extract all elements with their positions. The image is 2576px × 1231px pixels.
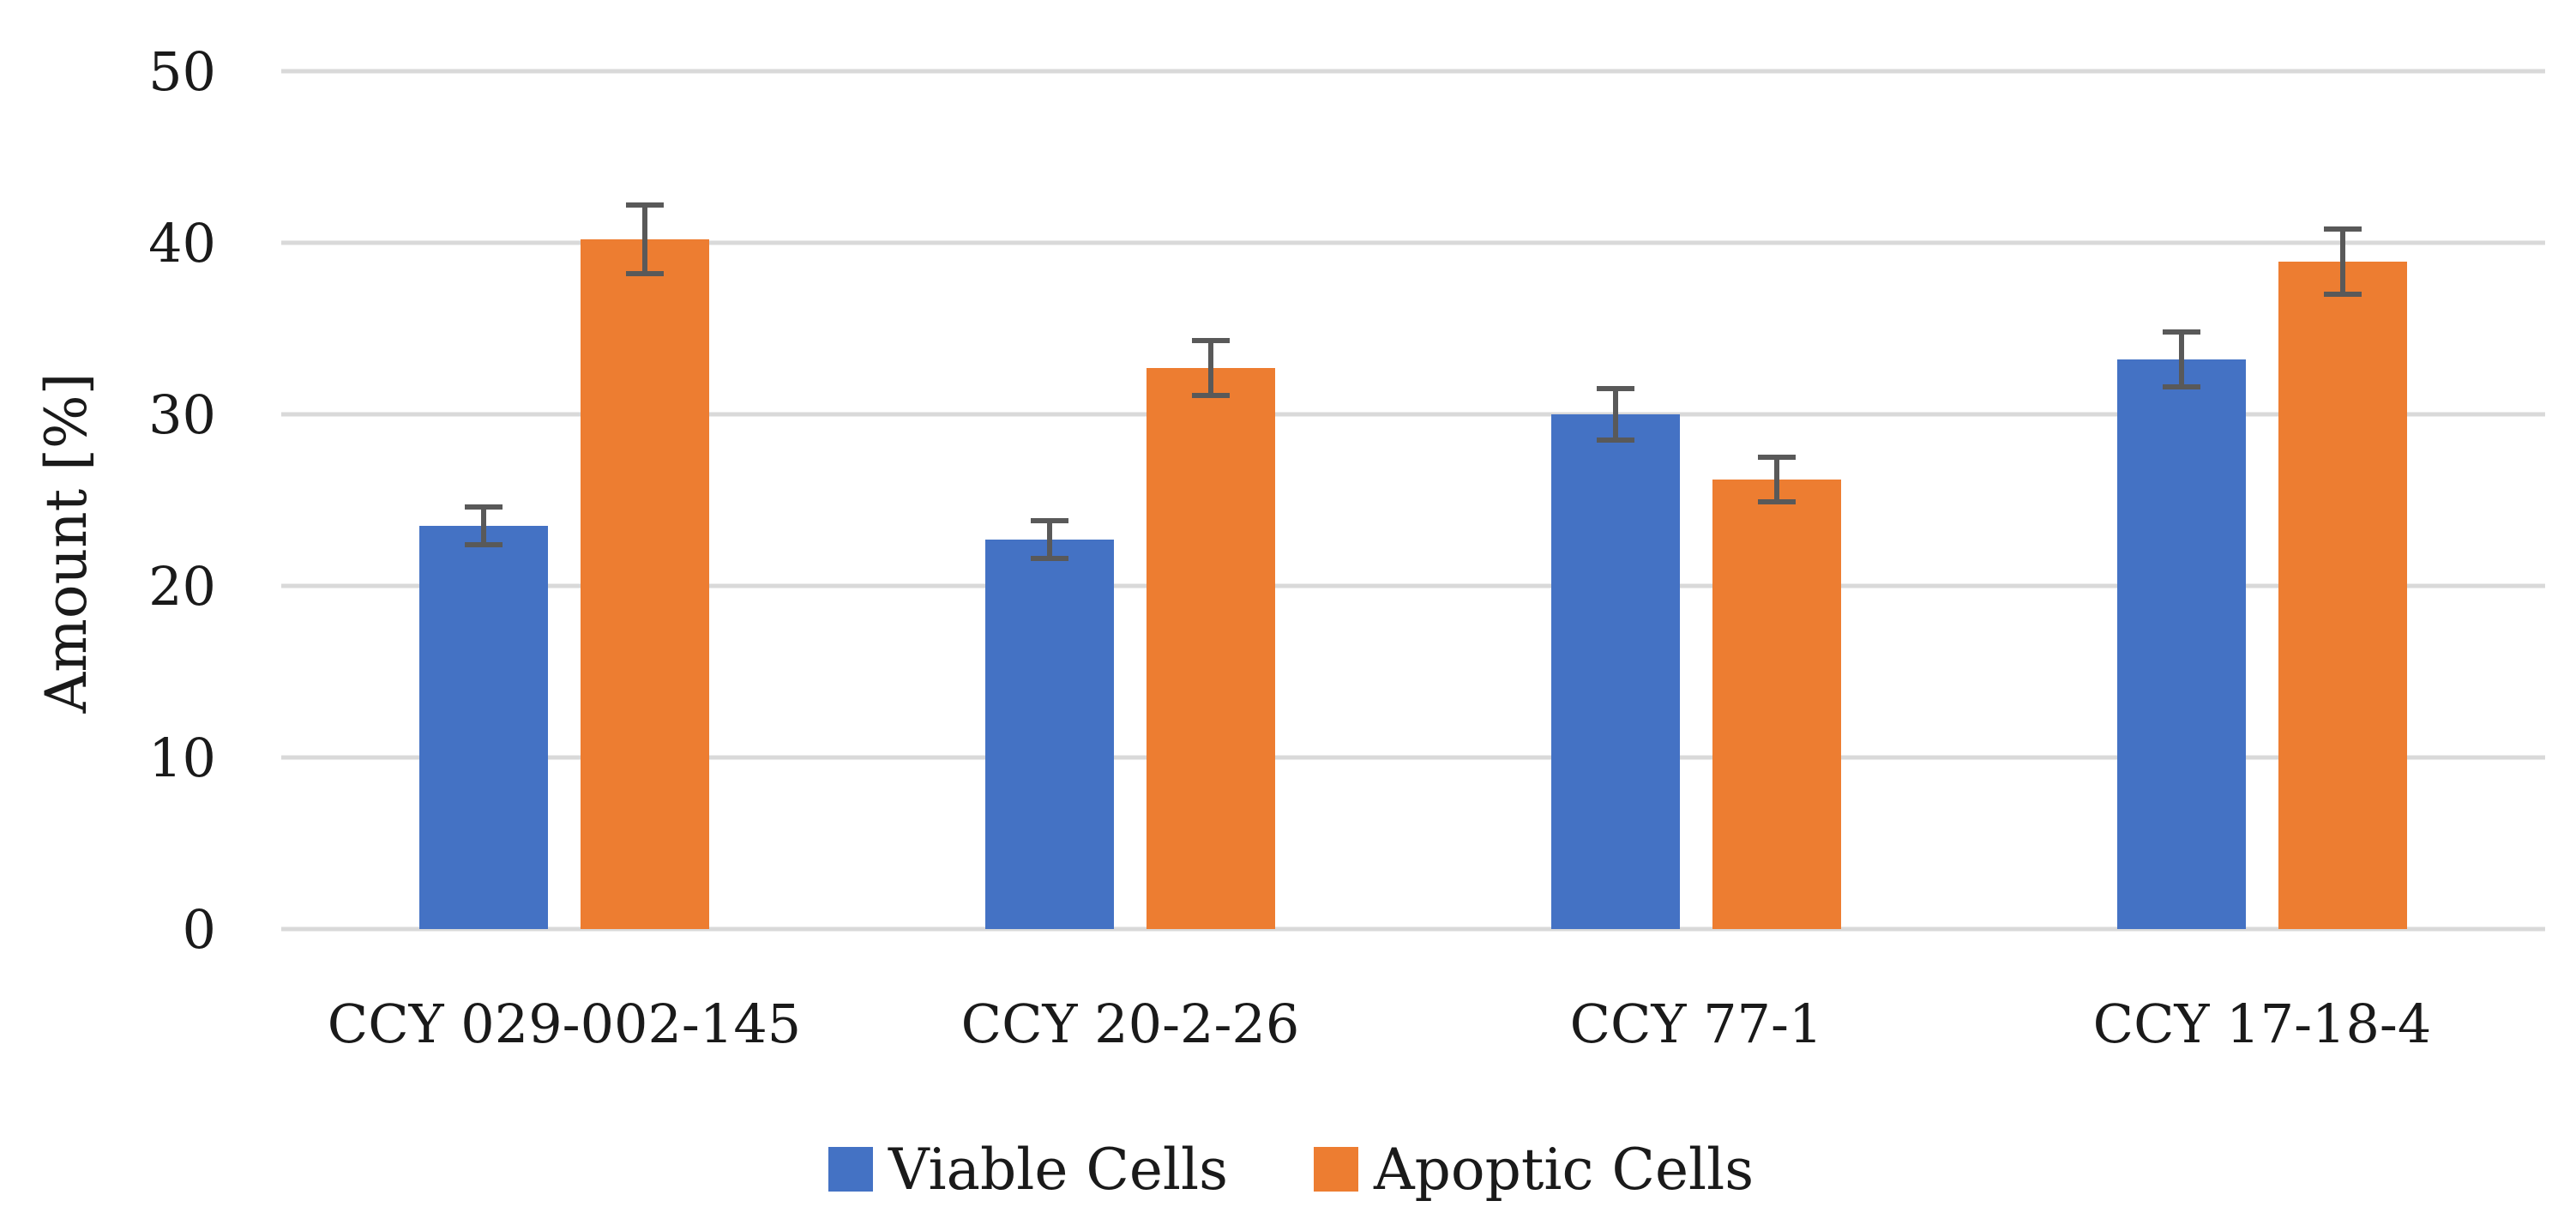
y-tick-label: 30 bbox=[148, 383, 216, 446]
bar-1-1 bbox=[1147, 368, 1275, 929]
x-tick-label: CCY 029-002-145 bbox=[328, 993, 801, 1055]
x-tick-label: CCY 77-1 bbox=[1570, 993, 1823, 1055]
y-tick-label: 10 bbox=[148, 727, 216, 789]
bars bbox=[419, 239, 2407, 929]
error-bar-0-2 bbox=[1597, 386, 1634, 443]
x-axis-ticks: CCY 029-002-145 CCY 20-2-26 CCY 77-1 CCY 17… bbox=[328, 993, 2432, 1055]
legend-swatch bbox=[828, 1147, 873, 1192]
bar-1-2 bbox=[1712, 480, 1841, 929]
legend-label: Apoptic Cells bbox=[1373, 1137, 1754, 1203]
legend: Viable Cells Apoptic Cells bbox=[828, 1137, 1754, 1203]
legend-label: Viable Cells bbox=[888, 1137, 1228, 1203]
x-tick-label: CCY 20-2-26 bbox=[961, 993, 1300, 1055]
error-bar-1-3 bbox=[2324, 226, 2362, 297]
x-tick-label: CCY 17-18-4 bbox=[2093, 993, 2432, 1055]
error-bar-0-3 bbox=[2163, 329, 2200, 389]
y-tick-label: 50 bbox=[148, 40, 216, 103]
error-bar-0-1 bbox=[1031, 518, 1068, 561]
y-tick-label: 20 bbox=[148, 555, 216, 618]
error-bar-1-0 bbox=[626, 202, 664, 276]
bar-0-2 bbox=[1551, 414, 1680, 929]
error-bar-1-2 bbox=[1758, 455, 1796, 504]
bar-1-3 bbox=[2278, 262, 2407, 929]
error-bars bbox=[465, 202, 2362, 561]
legend-swatch bbox=[1314, 1147, 1358, 1192]
y-tick-label: 40 bbox=[148, 212, 216, 275]
bar-0-3 bbox=[2117, 359, 2246, 929]
error-bar-1-1 bbox=[1192, 338, 1230, 398]
error-bar-0-0 bbox=[465, 504, 503, 547]
legend-item-1: Apoptic Cells bbox=[1314, 1137, 1754, 1203]
bar-0-1 bbox=[985, 540, 1114, 929]
bar-1-0 bbox=[581, 239, 709, 929]
y-axis-ticks: 0 10 20 30 40 50 bbox=[148, 40, 216, 961]
y-tick-label: 0 bbox=[183, 898, 216, 961]
bar-0-0 bbox=[419, 526, 548, 929]
y-axis-title: Amount [%] bbox=[33, 373, 99, 715]
legend-item-0: Viable Cells bbox=[828, 1137, 1228, 1203]
